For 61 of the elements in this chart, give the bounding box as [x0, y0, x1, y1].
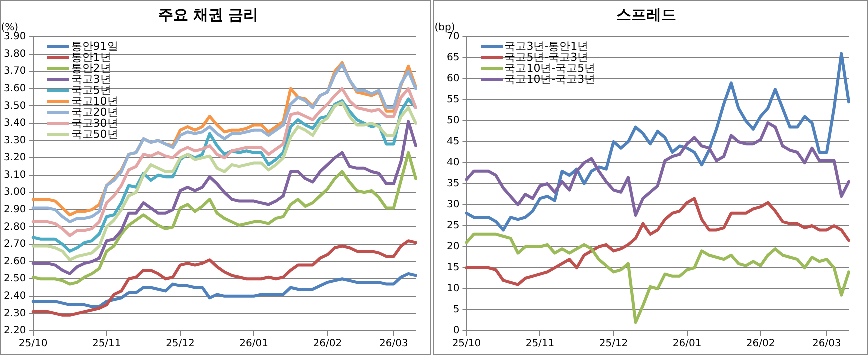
y-tick-label: 40: [446, 158, 460, 169]
y-tick-label: 3.70: [4, 66, 26, 78]
x-tick-label: 25/12: [599, 338, 628, 350]
legend-label: 국고10년-국고5년: [504, 62, 596, 75]
legend-label: 국고10년-국고3년: [504, 73, 596, 86]
legend-label: 국고50년: [71, 128, 118, 141]
y-tick-label: 45: [446, 136, 460, 148]
y-tick-label: 5: [453, 304, 460, 316]
y-tick-label: 35: [446, 178, 460, 190]
y-tick-label: 2.90: [4, 204, 26, 216]
x-tick-label: 26/01: [672, 338, 702, 350]
x-tick-label: 25/12: [166, 338, 195, 350]
legend-label: 국고30년: [71, 117, 118, 130]
x-tick-label: 25/10: [18, 338, 48, 350]
x-tick-label: 25/10: [452, 338, 482, 350]
chart-title: 주요 채권 금리: [158, 6, 259, 24]
y-tick-label: 2.20: [4, 326, 26, 337]
y-tick-label: 2.60: [4, 256, 26, 268]
y-tick-label: 3.30: [4, 135, 26, 146]
x-tick-label: 26/02: [313, 338, 342, 350]
y-axis-title: (bp): [434, 22, 456, 34]
y-tick-label: 3.50: [4, 100, 26, 112]
y-tick-label: 50: [446, 116, 460, 127]
legend-label: 통안1년: [71, 51, 112, 64]
legend-label: 국고3년-통안1년: [504, 40, 589, 53]
chart-title: 스프레드: [616, 6, 676, 24]
y-tick-label: 0: [453, 326, 460, 337]
y-tick-label: 10: [446, 284, 460, 295]
y-tick-label: 2.70: [4, 239, 26, 250]
x-tick-label: 25/11: [526, 338, 555, 350]
y-tick-label: 2.50: [4, 274, 26, 285]
legend-label: 국고10년: [71, 95, 118, 108]
y-tick-label: 55: [446, 94, 460, 106]
y-tick-label: 3.60: [4, 83, 26, 94]
legend-label: 국고5년: [71, 84, 112, 97]
y-tick-label: 3.40: [4, 118, 26, 130]
legend-label: 통안91일: [71, 40, 118, 53]
y-tick-label: 15: [446, 262, 460, 274]
y-tick-label: 2.40: [4, 291, 26, 302]
y-tick-label: 3.20: [4, 152, 26, 164]
y-tick-label: 70: [446, 32, 460, 43]
legend-label: 국고5년-국고3년: [504, 51, 589, 64]
y-tick-label: 3.90: [4, 32, 26, 43]
y-tick-label: 3.10: [4, 170, 26, 181]
x-tick-label: 26/03: [380, 338, 408, 350]
legend-label: 국고20년: [71, 106, 118, 119]
legend-label: 국고3년: [71, 73, 112, 86]
y-tick-label: 3.80: [4, 48, 26, 60]
x-tick-label: 26/02: [746, 338, 776, 350]
y-tick-label: 2.30: [4, 308, 26, 320]
y-tick-label: 65: [446, 52, 460, 64]
x-tick-label: 25/11: [92, 338, 122, 350]
x-tick-label: 26/01: [240, 338, 268, 350]
x-tick-label: 26/03: [812, 338, 842, 350]
y-tick-label: 60: [446, 74, 460, 85]
legend-label: 통안2년: [71, 62, 112, 75]
y-tick-label: 30: [446, 200, 460, 211]
y-tick-label: 3.00: [4, 187, 26, 198]
y-tick-label: 2.80: [4, 222, 26, 233]
y-tick-label: 20: [446, 242, 460, 253]
y-tick-label: 25: [446, 220, 460, 232]
